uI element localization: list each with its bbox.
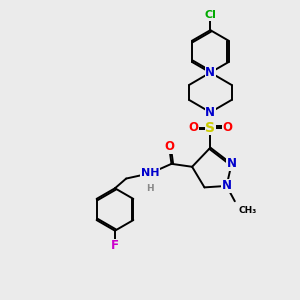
Text: S: S	[206, 121, 215, 135]
Text: N: N	[206, 66, 215, 79]
Text: Cl: Cl	[204, 10, 216, 20]
Text: N: N	[226, 157, 237, 170]
Text: N: N	[222, 179, 232, 192]
Text: NH: NH	[141, 168, 160, 178]
Text: F: F	[111, 239, 119, 253]
Text: H: H	[146, 184, 154, 193]
Text: O: O	[222, 121, 233, 134]
Text: N: N	[206, 106, 215, 119]
Text: O: O	[164, 140, 174, 153]
Text: CH₃: CH₃	[238, 206, 256, 214]
Text: O: O	[188, 121, 198, 134]
